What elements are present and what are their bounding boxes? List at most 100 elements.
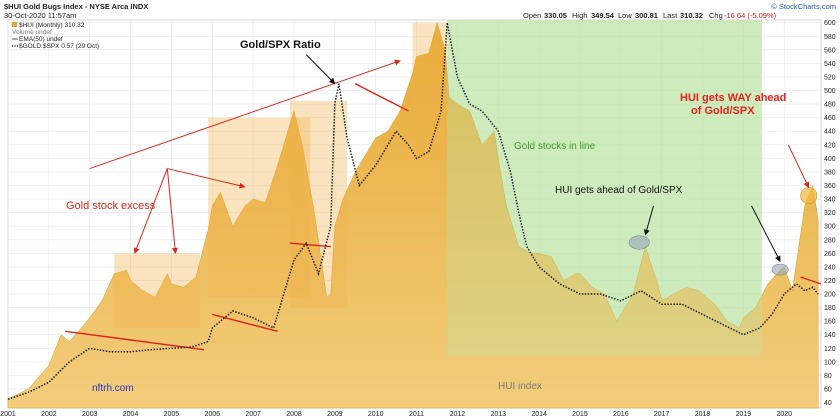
excess-zone-1 bbox=[208, 117, 311, 298]
y-tick-label-400: 400 bbox=[824, 156, 836, 163]
hui-series bbox=[7, 21, 819, 409]
in-line-zone-tint bbox=[447, 20, 762, 357]
y-tick-label-320: 320 bbox=[824, 210, 836, 217]
x-tick-label-2010: 2010 bbox=[368, 411, 384, 418]
legend-hui: $HUI (Monthly) 310.32 bbox=[19, 22, 85, 29]
annotation-arrow-0 bbox=[89, 59, 401, 170]
red-trendline-1 bbox=[212, 313, 278, 333]
y-tick-label-520: 520 bbox=[824, 74, 836, 81]
legend-ema: EMA(50) undef bbox=[19, 36, 63, 43]
y-tick-label-280: 280 bbox=[824, 237, 836, 244]
hui-ahead-label: HUI gets ahead of Gold/SPX bbox=[555, 185, 683, 196]
x-tick-label-2011: 2011 bbox=[409, 411, 424, 418]
open-label: Open bbox=[523, 11, 541, 20]
gold-spx-series bbox=[7, 22, 819, 400]
y-tick-label-260: 260 bbox=[824, 251, 836, 258]
annotation-arrow-3 bbox=[133, 168, 168, 254]
x-tick-label-2005: 2005 bbox=[164, 411, 180, 418]
last-value: 310.32 bbox=[680, 11, 703, 20]
annotation-arrow-7 bbox=[787, 144, 810, 189]
chg-label: Chg bbox=[709, 11, 723, 20]
excess-zone-0 bbox=[114, 253, 201, 328]
y-tick-label-180: 180 bbox=[824, 305, 836, 312]
chg-value: -16.64 (-5.09%) bbox=[724, 11, 777, 20]
watermark-index: HUI index bbox=[498, 381, 542, 392]
y-tick-label-300: 300 bbox=[824, 224, 836, 231]
y-tick-label-500: 500 bbox=[824, 88, 836, 95]
chart-datetime: 30-Oct-2020 11:57am bbox=[4, 11, 76, 20]
x-tick-label-2013: 2013 bbox=[490, 411, 506, 418]
red-trendline-0 bbox=[65, 330, 205, 351]
x-tick-label-2007: 2007 bbox=[245, 411, 261, 418]
high-value: 349.54 bbox=[591, 11, 615, 20]
x-tick-label-2003: 2003 bbox=[82, 411, 98, 418]
brand-label: © StockCharts.com bbox=[771, 2, 836, 11]
y-tick-label-60: 60 bbox=[824, 387, 832, 394]
y-tick-label-340: 340 bbox=[824, 197, 836, 204]
legend: $HUI (Monthly) 310.32 Volume undef EMA(5… bbox=[12, 22, 99, 50]
y-tick-label-200: 200 bbox=[824, 292, 836, 299]
highlight-ellipse-1 bbox=[771, 263, 789, 276]
x-tick-label-2014: 2014 bbox=[531, 411, 547, 418]
hui-way-ahead-line2: of Gold/SPX bbox=[691, 105, 755, 117]
legend-ratio: $GOLD:$SPX 0.57 (29 Oct) bbox=[19, 43, 99, 50]
legend-swatch-hui bbox=[12, 22, 17, 27]
x-tick-label-2020: 2020 bbox=[776, 411, 792, 418]
hui-way-ahead-line1: HUI gets WAY ahead bbox=[680, 92, 786, 104]
x-tick-label-2017: 2017 bbox=[654, 411, 670, 418]
excess-zone-2 bbox=[289, 100, 348, 308]
chart-symbol-title: $HUI Gold Bugs Index - NYSE Arca INDX bbox=[4, 2, 148, 11]
legend-volume: Volume undef bbox=[12, 29, 52, 36]
x-tick-label-2001: 2001 bbox=[0, 411, 16, 418]
highlight-ellipse-2 bbox=[800, 187, 818, 205]
excess-zone-3 bbox=[412, 22, 448, 159]
quote-bar: Open 330.05 High 349.54 Low 300.81 Last … bbox=[523, 11, 777, 20]
y-tick-label-160: 160 bbox=[824, 319, 836, 326]
axes: 40 60 80 100 120 140 160 180 200 220 240 260 280 300 3… bbox=[0, 20, 836, 418]
x-tick-label-2006: 2006 bbox=[204, 411, 220, 418]
gold-spx-ratio-label: Gold/SPX Ratio bbox=[240, 39, 321, 51]
annotation-arrow-4 bbox=[305, 54, 336, 85]
y-tick-label-580: 580 bbox=[824, 34, 836, 41]
y-tick-label-100: 100 bbox=[824, 359, 836, 366]
x-tick-label-2012: 2012 bbox=[450, 411, 466, 418]
y-tick-label-440: 440 bbox=[824, 129, 836, 136]
x-tick-label-2018: 2018 bbox=[695, 411, 711, 418]
annotation-overlays bbox=[65, 20, 822, 357]
hui-area bbox=[7, 21, 819, 409]
last-label: Last bbox=[663, 11, 678, 20]
y-tick-label-480: 480 bbox=[824, 102, 836, 109]
y-tick-label-560: 560 bbox=[824, 47, 836, 54]
y-tick-label-240: 240 bbox=[824, 264, 836, 271]
high-label: High bbox=[572, 11, 587, 20]
x-tick-label-2008: 2008 bbox=[286, 411, 302, 418]
red-trendline-3 bbox=[354, 83, 409, 112]
y-tick-label-120: 120 bbox=[824, 346, 836, 353]
y-tick-label-360: 360 bbox=[824, 183, 836, 190]
y-tick-label-220: 220 bbox=[824, 278, 836, 285]
y-tick-label-140: 140 bbox=[824, 332, 836, 339]
x-tick-label-2002: 2002 bbox=[41, 411, 57, 418]
y-tick-label-380: 380 bbox=[824, 169, 836, 176]
y-tick-label-600: 600 bbox=[824, 20, 836, 27]
ratio-line bbox=[7, 22, 819, 400]
annotation-arrow-1 bbox=[167, 168, 246, 189]
y-tick-label-460: 460 bbox=[824, 115, 836, 122]
open-value: 330.05 bbox=[544, 11, 567, 20]
annotation-arrow-5 bbox=[643, 205, 654, 236]
watermark-site: nftrh.com bbox=[92, 383, 134, 394]
x-tick-label-2015: 2015 bbox=[572, 411, 588, 418]
highlight-ellipse-0 bbox=[628, 235, 650, 250]
x-tick-label-2016: 2016 bbox=[613, 411, 629, 418]
annotation-arrow-2 bbox=[166, 168, 178, 254]
red-trendline-4 bbox=[800, 276, 822, 285]
gold-stocks-in-line-label: Gold stocks in line bbox=[514, 141, 596, 152]
low-value: 300.81 bbox=[635, 11, 658, 20]
x-tick-label-2009: 2009 bbox=[327, 411, 343, 418]
y-tick-label-420: 420 bbox=[824, 142, 836, 149]
y-tick-label-40: 40 bbox=[824, 400, 832, 407]
gold-stock-excess-label: Gold stock excess bbox=[66, 200, 156, 212]
annotation-arrow-6 bbox=[751, 205, 781, 263]
